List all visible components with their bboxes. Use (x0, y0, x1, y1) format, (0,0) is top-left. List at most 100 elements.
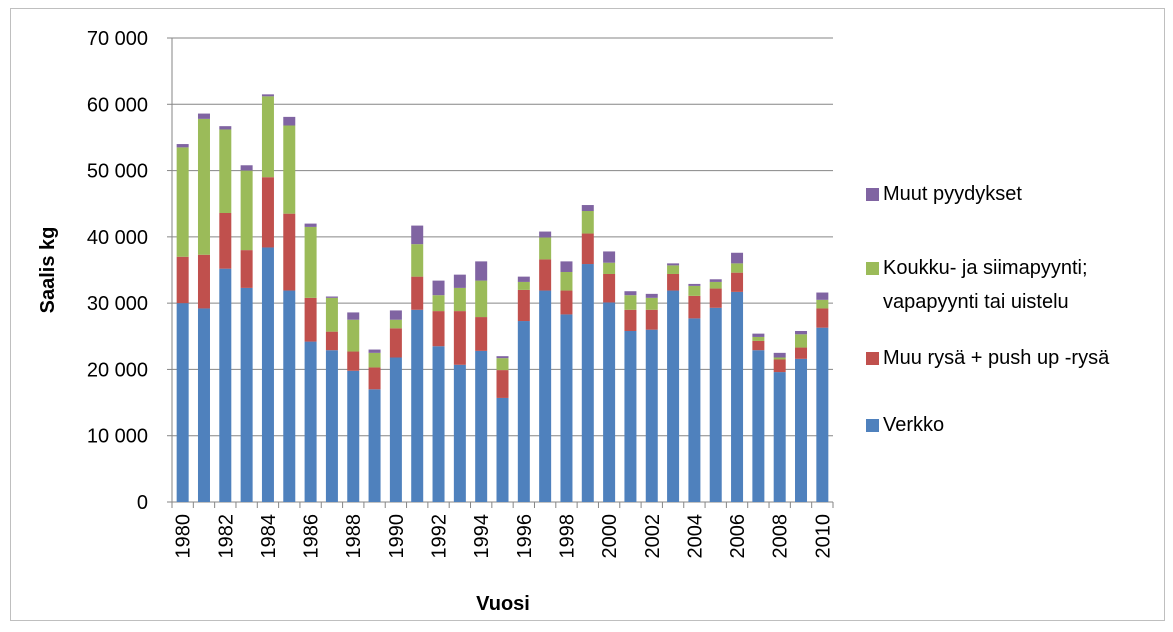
x-tick-label: 1984 (258, 514, 280, 559)
bar-segment (709, 279, 722, 282)
bar-segment (325, 296, 338, 298)
bar-segment (304, 226, 317, 298)
bar-segment (347, 370, 360, 502)
bar-segment (368, 349, 381, 353)
legend-item: Verkko (866, 408, 1166, 442)
bar-segment (752, 350, 765, 502)
bar-segment (475, 261, 488, 281)
bar-segment (709, 307, 722, 502)
bar-segment (795, 347, 808, 359)
bar-segment (816, 308, 829, 328)
bar-segment (581, 264, 594, 502)
y-tick-label: 10 000 (87, 426, 148, 448)
bar-segment (624, 295, 637, 310)
bar-segment (624, 291, 637, 296)
x-tick-label: 1996 (514, 514, 536, 559)
legend-label: Muu rysä + push up -rysä (883, 347, 1110, 369)
x-tick-label: 1994 (471, 514, 493, 559)
bar-segment (368, 367, 381, 390)
x-tick-label: 2008 (770, 514, 792, 559)
bar-segment (432, 280, 445, 296)
bar-segment (411, 244, 424, 277)
bar-segment (581, 233, 594, 265)
x-tick-label: 1980 (173, 514, 195, 559)
x-tick-label: 1990 (386, 514, 408, 559)
bar-segment (752, 340, 765, 351)
bar-segment (496, 356, 509, 359)
bar-segment (752, 336, 765, 341)
legend-swatch (866, 262, 879, 275)
bar-segment (283, 213, 296, 291)
legend-swatch (866, 419, 879, 432)
bar-segment (496, 358, 509, 371)
x-tick-label: 2000 (599, 514, 621, 559)
bar-segment (773, 372, 786, 502)
bar-segment (603, 251, 616, 263)
legend-swatch (866, 352, 879, 365)
bar-segment (688, 295, 701, 319)
bar-segment (389, 357, 402, 502)
legend-item: Muu rysä + push up -rysä (866, 341, 1166, 375)
bar-segment (667, 273, 680, 291)
bar-segment (496, 370, 509, 398)
bar-segment (560, 261, 573, 272)
bar-segment (603, 262, 616, 274)
bar-segment (688, 283, 701, 286)
bar-segment (304, 223, 317, 227)
bar-segment (667, 290, 680, 502)
bar-segment (517, 321, 530, 502)
y-tick-label: 30 000 (87, 293, 148, 315)
bar-segment (560, 271, 573, 291)
bar-segment (325, 297, 338, 332)
bar-segment (197, 118, 210, 255)
bar-segment (624, 309, 637, 331)
bar-segment (795, 358, 808, 502)
bar-segment (539, 237, 552, 260)
bar-segment (219, 212, 232, 269)
bar-segment (219, 268, 232, 502)
bar-segment (453, 364, 466, 502)
bar-segment (773, 357, 786, 360)
bar-segment (453, 287, 466, 312)
y-tick-label: 50 000 (87, 161, 148, 183)
bar-segment (325, 350, 338, 502)
y-tick-label: 20 000 (87, 359, 148, 381)
x-tick-label: 1998 (556, 514, 578, 559)
bar-segment (304, 297, 317, 342)
bar-segment (197, 254, 210, 309)
bar-segment (283, 116, 296, 126)
bar-segment (347, 351, 360, 371)
x-tick-label: 1982 (215, 514, 237, 559)
y-tick-label: 60 000 (87, 94, 148, 116)
y-axis-title: Saalis kg (37, 227, 59, 314)
bar-segment (773, 359, 786, 373)
bar-segment (219, 126, 232, 130)
bar-segment (176, 144, 189, 148)
x-tick-label: 1992 (429, 514, 451, 559)
bar-segment (240, 287, 253, 502)
bar-segment (731, 263, 744, 273)
y-tick-label: 0 (137, 492, 148, 514)
bar-segment (603, 273, 616, 303)
x-tick-label: 2002 (642, 514, 664, 559)
bar-segment (411, 309, 424, 502)
bar-segment (752, 333, 765, 337)
bar-segment (368, 352, 381, 368)
legend-label: Verkko (883, 414, 945, 436)
bar-segment (261, 96, 274, 178)
bar-segment (389, 319, 402, 329)
legend-item: Muut pyydykset (866, 177, 1166, 211)
bar-segment (816, 299, 829, 309)
bar-segment (176, 147, 189, 257)
bar-segment (731, 252, 744, 264)
bar-segment (347, 319, 360, 352)
bar-segment (432, 311, 445, 347)
bar-segment (581, 211, 594, 234)
bar-segment (347, 312, 360, 320)
bar-segment (688, 318, 701, 502)
bar-segment (283, 290, 296, 502)
bar-segment (453, 311, 466, 365)
bar-segment (432, 346, 445, 502)
